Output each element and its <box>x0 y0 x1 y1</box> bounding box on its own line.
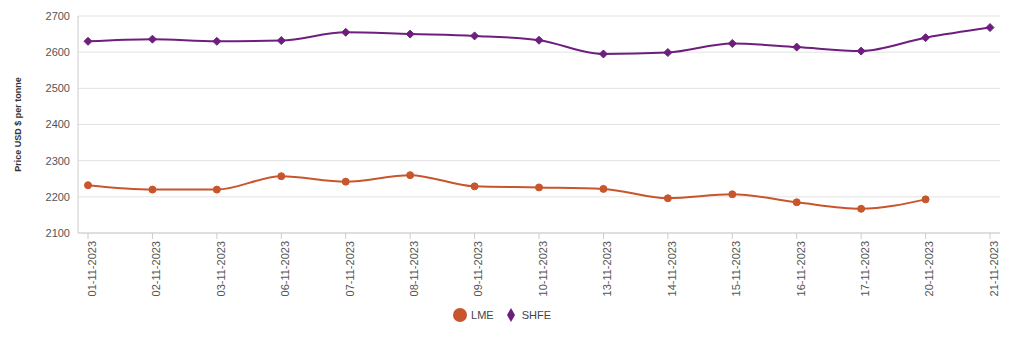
svg-text:2700: 2700 <box>46 10 70 22</box>
svg-text:2200: 2200 <box>46 191 70 203</box>
svg-text:10-11-2023: 10-11-2023 <box>537 241 549 296</box>
svg-text:07-11-2023: 07-11-2023 <box>344 241 356 296</box>
svg-text:03-11-2023: 03-11-2023 <box>215 241 227 296</box>
svg-text:16-11-2023: 16-11-2023 <box>795 241 807 296</box>
svg-text:14-11-2023: 14-11-2023 <box>666 241 678 296</box>
svg-text:02-11-2023: 02-11-2023 <box>150 241 162 296</box>
svg-text:2100: 2100 <box>46 227 70 239</box>
svg-text:2400: 2400 <box>46 118 70 130</box>
svg-text:06-11-2023: 06-11-2023 <box>279 241 291 296</box>
svg-text:15-11-2023: 15-11-2023 <box>730 241 742 296</box>
svg-text:2500: 2500 <box>46 82 70 94</box>
svg-text:17-11-2023: 17-11-2023 <box>859 241 871 296</box>
html-text:SHFE: SHFE <box>521 309 551 321</box>
svg-text:13-11-2023: 13-11-2023 <box>601 241 613 296</box>
svg-text:09-11-2023: 09-11-2023 <box>472 241 484 296</box>
svg-text:21-11-2023: 21-11-2023 <box>988 241 1000 296</box>
html-text:LME: LME <box>471 309 494 321</box>
svg-text:08-11-2023: 08-11-2023 <box>408 241 420 296</box>
svg-text:2600: 2600 <box>46 46 70 58</box>
svg-text:Price USD $ per tonne: Price USD $ per tonne <box>13 77 23 172</box>
svg-text:01-11-2023: 01-11-2023 <box>86 241 98 296</box>
svg-text:2300: 2300 <box>46 155 70 167</box>
svg-text:20-11-2023: 20-11-2023 <box>923 241 935 296</box>
